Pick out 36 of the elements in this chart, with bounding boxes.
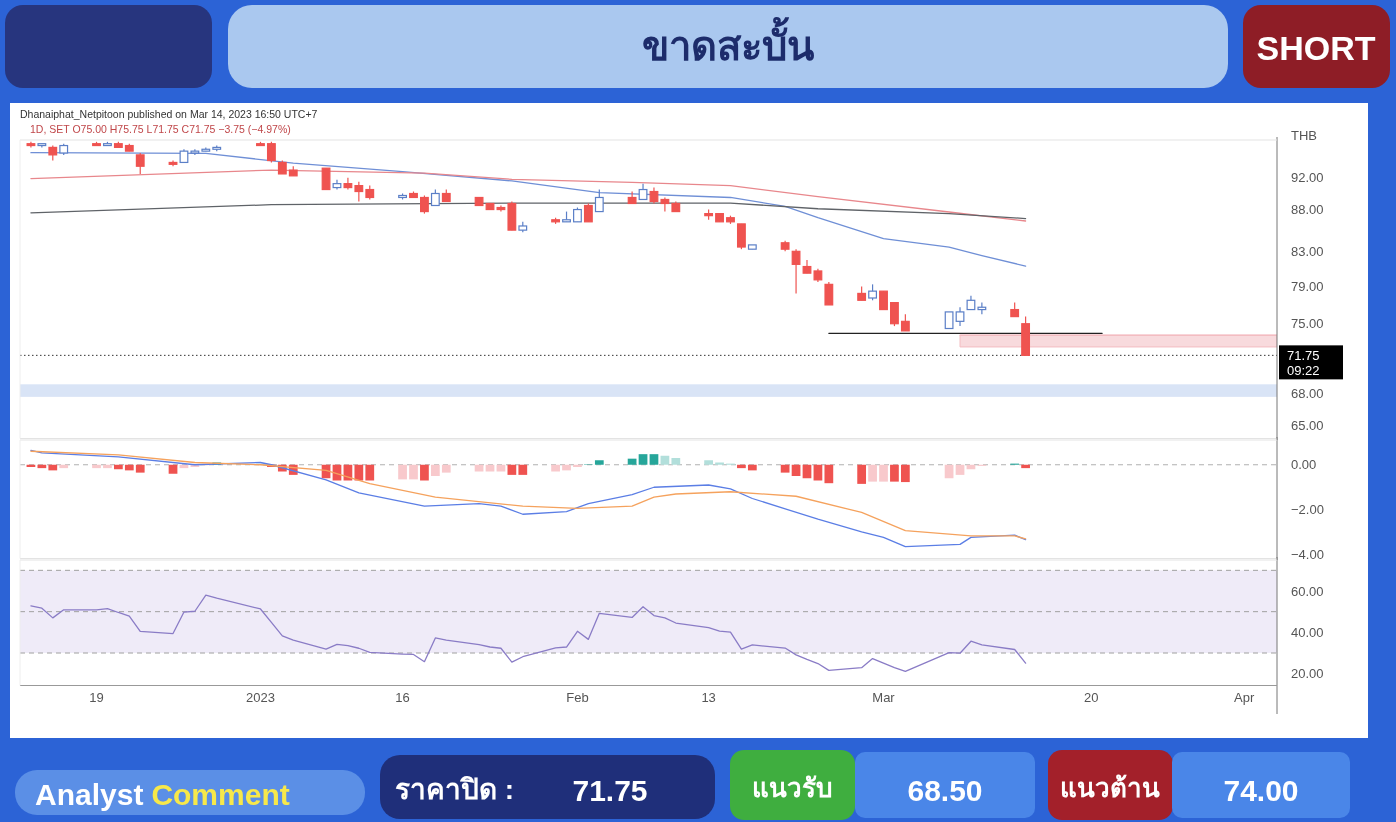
x-tick-label: 19 [89,690,104,705]
text: 1D, SET O75.00 H75.75 L71.75 C71.75 −3.75 (−4.97%) [30,123,291,135]
y-tick-label: 40.00 [1291,624,1324,640]
y-tick-label: 88.00 [1291,202,1324,218]
y-tick-label: 65.00 [1291,418,1324,434]
y-tick-label: −2.00 [1291,502,1324,518]
x-tick-label: Mar [872,690,896,705]
y-tick-label: 0.00 [1291,457,1317,473]
y-tick-label: 60.00 [1291,583,1324,599]
text: Comment [151,778,290,811]
text: แนวรับ [751,773,833,803]
text: ราคาปิด : [395,774,515,805]
x-tick-label: Apr [1234,690,1255,705]
text: 68.50 [907,774,983,807]
text: Dhanaiphat_Netpitoon published on Mar 14, 2023 16:50 UTC+7 [20,108,318,120]
x-tick-label: 16 [395,690,410,705]
y-tick-label: 92.00 [1291,170,1324,186]
y-tick-label: 83.00 [1291,243,1324,259]
ref-line-label: 71.75 [1287,347,1320,363]
x-tick-label: 20 [1083,690,1099,705]
text: 09:22 [1287,363,1320,379]
y-tick-label: 79.00 [1291,279,1324,295]
text: แนวต้าน [1060,773,1160,803]
x-tick-label: 2023 [246,690,275,705]
x-tick-label: Feb [566,690,589,705]
x-tick-label: 13 [701,690,716,705]
y-tick-label: −4.00 [1291,547,1324,563]
text: Analyst [35,778,144,811]
text: SHORT [1256,29,1376,67]
y-tick-label: 20.00 [1291,666,1324,682]
y-tick-label: 68.00 [1291,386,1324,402]
text: ขาดสะบั้น [642,17,814,68]
y-tick-label: 75.00 [1291,316,1324,332]
text: 74.00 [1223,774,1299,807]
text: 71.75 [572,774,648,807]
y-axis-title: THB [1291,128,1317,143]
